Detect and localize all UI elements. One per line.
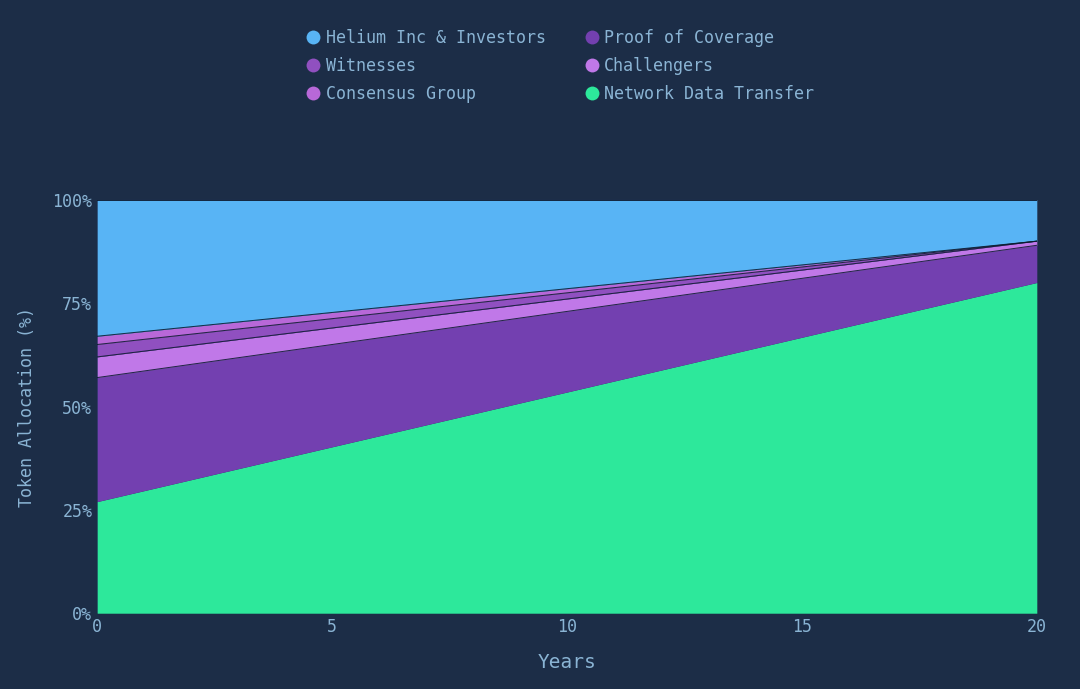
Legend: Helium Inc & Investors, Witnesses, Consensus Group, Proof of Coverage, Challenge: Helium Inc & Investors, Witnesses, Conse… <box>309 29 814 103</box>
X-axis label: Years: Years <box>538 652 596 672</box>
Y-axis label: Token Allocation (%): Token Allocation (%) <box>17 307 36 506</box>
FancyBboxPatch shape <box>97 200 1037 613</box>
